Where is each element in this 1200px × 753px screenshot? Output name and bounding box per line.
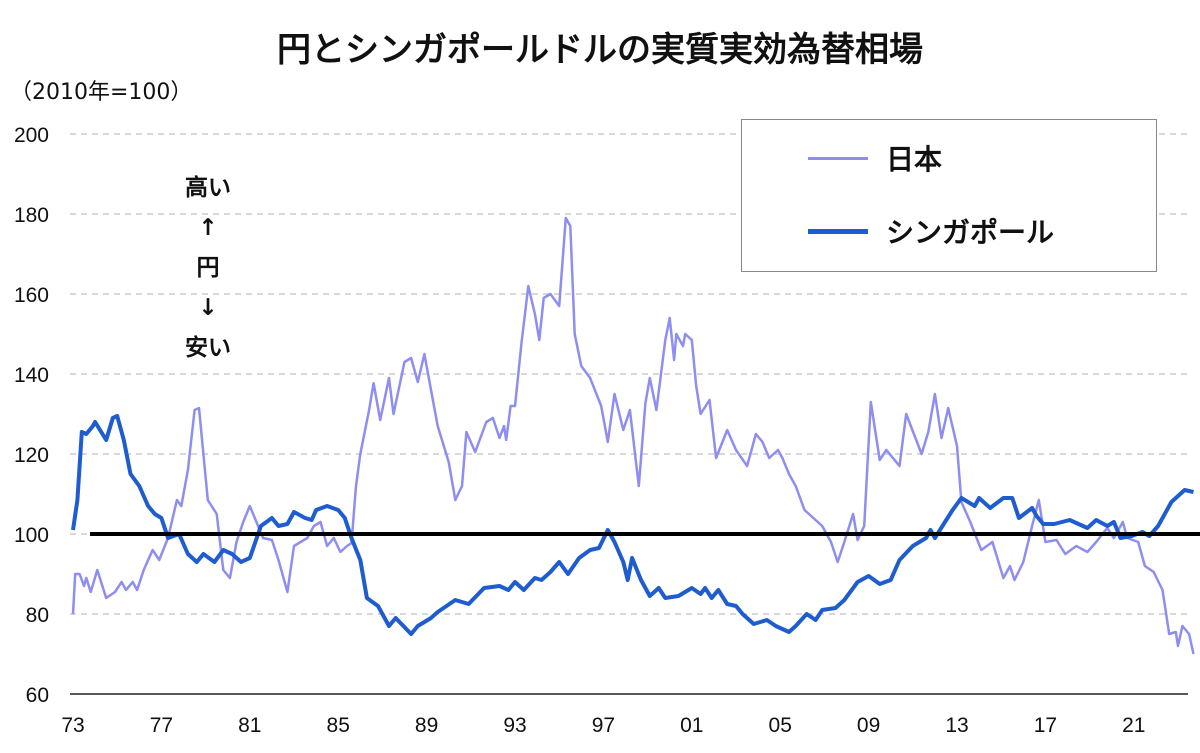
legend-label-japan: 日本: [886, 143, 943, 176]
x-tick-label: 77: [150, 714, 173, 737]
legend-item-singapore: シンガポール: [808, 211, 1054, 251]
y-tick-label: 120: [14, 444, 49, 467]
y-tick-label: 140: [14, 364, 49, 387]
x-tick-label: 81: [238, 714, 261, 737]
y-tick-label: 200: [14, 124, 49, 147]
x-tick-label: 09: [857, 714, 880, 737]
x-tick-label: 17: [1034, 714, 1057, 737]
y-axis-unit-label: （2010年=100）: [10, 80, 193, 105]
yen-strength-annotation: 高い ↑ 円 ↓ 安い: [170, 168, 246, 368]
annotation-high: 高い: [185, 175, 231, 201]
chart-title: 円とシンガポールドルの実質実効為替相場: [277, 30, 923, 70]
x-tick-label: 93: [503, 714, 526, 737]
x-tick-label: 05: [769, 714, 792, 737]
arrow-down-icon: ↓: [198, 295, 218, 321]
annotation-yen: 円: [196, 255, 220, 281]
x-axis-tick-labels: 73 77 81 85 89 93 97 01 05 09 13 17 21: [61, 714, 1145, 737]
x-tick-label: 13: [945, 714, 968, 737]
legend-item-japan: 日本: [808, 138, 942, 178]
y-axis-tick-labels: 60 80 100 120 140 160 180 200: [14, 124, 49, 707]
y-tick-label: 100: [14, 524, 49, 547]
series-line-japan: [71, 216, 1195, 655]
legend-swatch-singapore: [808, 228, 868, 234]
x-tick-label: 21: [1122, 714, 1145, 737]
legend-swatch-japan: [808, 156, 868, 160]
x-tick-label: 97: [592, 714, 615, 737]
x-tick-label: 89: [415, 714, 438, 737]
x-tick-label: 73: [61, 714, 84, 737]
legend-label-singapore: シンガポール: [886, 216, 1055, 249]
annotation-low: 安い: [185, 335, 231, 361]
gridlines: [70, 133, 1188, 695]
arrow-up-icon: ↑: [198, 215, 218, 241]
y-tick-label: 160: [14, 284, 49, 307]
x-tick-label: 01: [680, 714, 703, 737]
x-tick-label: 85: [327, 714, 350, 737]
legend: 日本 シンガポール: [741, 119, 1157, 272]
y-tick-label: 80: [26, 604, 49, 627]
y-tick-label: 60: [26, 684, 49, 707]
y-tick-label: 180: [14, 204, 49, 227]
